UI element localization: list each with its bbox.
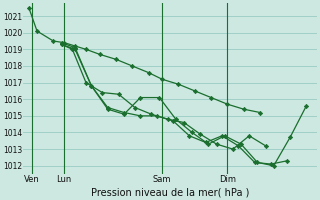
X-axis label: Pression niveau de la mer( hPa ): Pression niveau de la mer( hPa ) — [91, 187, 250, 197]
